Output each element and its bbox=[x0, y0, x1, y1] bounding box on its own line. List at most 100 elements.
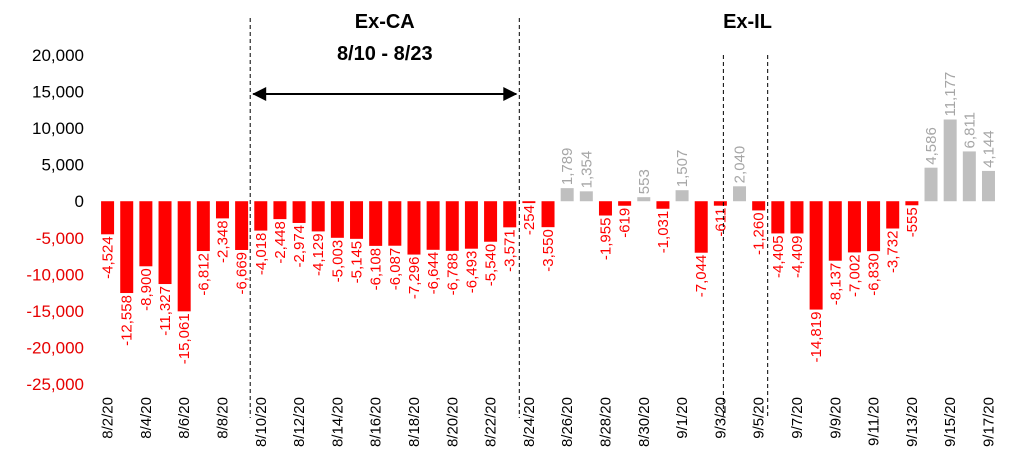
data-label: -6,644 bbox=[425, 252, 442, 295]
bar bbox=[350, 201, 364, 239]
data-label: -5,540 bbox=[483, 244, 500, 287]
x-tick-label: 8/22/20 bbox=[483, 397, 500, 447]
bar bbox=[847, 201, 861, 253]
bar bbox=[656, 201, 670, 209]
bar bbox=[522, 201, 536, 204]
annotation-ex-il-title: Ex-IL bbox=[723, 11, 772, 33]
bar bbox=[809, 201, 823, 310]
bar bbox=[981, 170, 995, 202]
data-label: -11,327 bbox=[157, 286, 174, 336]
bar bbox=[426, 201, 440, 250]
y-tick-label: 20,000 bbox=[32, 46, 84, 65]
bar bbox=[694, 201, 708, 253]
bar bbox=[311, 201, 325, 232]
x-tick-label: 9/5/20 bbox=[751, 397, 768, 439]
x-tick-label: 8/28/20 bbox=[597, 397, 614, 447]
annotations: Ex-CA 8/10 - 8/23 Ex-IL bbox=[249, 11, 772, 418]
bar bbox=[273, 201, 287, 220]
data-label: -4,129 bbox=[310, 233, 327, 276]
data-label: -2,448 bbox=[272, 221, 289, 264]
data-label: -4,405 bbox=[770, 235, 787, 278]
y-tick-label: 5,000 bbox=[41, 156, 84, 175]
data-label: 2,040 bbox=[732, 146, 749, 184]
bars bbox=[101, 119, 995, 312]
bar bbox=[254, 201, 268, 231]
data-label: -6,493 bbox=[463, 251, 480, 294]
data-label: 11,177 bbox=[942, 72, 959, 117]
y-tick-label: 15,000 bbox=[32, 83, 84, 102]
bar bbox=[771, 201, 785, 234]
bar bbox=[464, 201, 478, 249]
bar bbox=[713, 201, 727, 206]
bar bbox=[292, 201, 306, 223]
data-label: -6,830 bbox=[866, 253, 883, 296]
bar bbox=[388, 201, 402, 246]
x-tick-label: 9/11/20 bbox=[866, 397, 883, 446]
data-label: -3,732 bbox=[885, 231, 902, 274]
bar bbox=[369, 201, 383, 246]
y-tick-label: -25,000 bbox=[26, 375, 84, 394]
y-tick-label: -10,000 bbox=[26, 265, 84, 284]
x-tick-label: 8/2/20 bbox=[100, 397, 117, 439]
data-label: -15,061 bbox=[176, 313, 193, 364]
annotation-ex-ca-dates: 8/10 - 8/23 bbox=[337, 43, 433, 65]
bar bbox=[905, 201, 919, 206]
x-tick-label: 8/18/20 bbox=[406, 397, 423, 447]
data-label: 4,586 bbox=[923, 127, 940, 165]
bar bbox=[618, 201, 632, 206]
data-label: -7,044 bbox=[693, 255, 710, 298]
data-label: -8,900 bbox=[138, 268, 155, 311]
bar bbox=[790, 201, 804, 234]
bar bbox=[445, 201, 459, 251]
data-label: -1,955 bbox=[597, 218, 614, 261]
x-tick-label: 9/7/20 bbox=[789, 397, 806, 439]
data-label: -619 bbox=[617, 208, 634, 238]
x-tick-label: 8/10/20 bbox=[253, 397, 270, 447]
bar bbox=[235, 201, 249, 250]
x-tick-label: 8/16/20 bbox=[368, 397, 385, 447]
data-label: -3,571 bbox=[502, 229, 519, 272]
data-label: 1,354 bbox=[578, 151, 595, 189]
data-label: -5,003 bbox=[329, 240, 346, 283]
y-tick-label: 0 bbox=[75, 192, 84, 211]
y-tick-label: -20,000 bbox=[26, 338, 84, 357]
bar bbox=[503, 201, 517, 228]
y-tick-label: -15,000 bbox=[26, 302, 84, 321]
data-label: -14,819 bbox=[808, 312, 825, 363]
data-label: -1,260 bbox=[751, 212, 768, 255]
data-label: -254 bbox=[521, 205, 538, 235]
data-label: -555 bbox=[904, 207, 921, 237]
data-label: 1,507 bbox=[674, 150, 691, 188]
bar bbox=[330, 201, 344, 238]
data-label: -4,409 bbox=[789, 235, 806, 278]
x-tick-label: 8/14/20 bbox=[329, 397, 346, 447]
x-tick-label: 9/15/20 bbox=[942, 397, 959, 447]
y-tick-label: 10,000 bbox=[32, 119, 84, 138]
data-label: -8,137 bbox=[827, 263, 844, 306]
x-tick-label: 8/24/20 bbox=[521, 397, 538, 447]
data-label: -7,296 bbox=[406, 257, 423, 300]
bar bbox=[407, 201, 421, 255]
x-tick-label: 8/12/20 bbox=[291, 397, 308, 447]
x-tick-label: 8/20/20 bbox=[444, 397, 461, 447]
bar bbox=[139, 201, 153, 267]
data-label: -7,002 bbox=[846, 254, 863, 297]
x-tick-label: 8/30/20 bbox=[636, 397, 653, 447]
bar bbox=[828, 201, 842, 261]
data-label: -2,348 bbox=[214, 220, 231, 263]
data-label: -6,087 bbox=[387, 248, 404, 291]
x-tick-label: 9/1/20 bbox=[674, 397, 691, 439]
bar bbox=[101, 201, 115, 235]
bar bbox=[752, 201, 766, 211]
bar bbox=[196, 201, 210, 252]
bar bbox=[215, 201, 229, 219]
bar bbox=[177, 201, 191, 312]
bar bbox=[675, 190, 689, 202]
data-label: -6,788 bbox=[444, 253, 461, 296]
data-label: -611 bbox=[712, 208, 729, 237]
data-label: -2,974 bbox=[291, 225, 308, 268]
data-label: -5,145 bbox=[349, 241, 366, 284]
data-label: 553 bbox=[636, 169, 653, 194]
bar bbox=[560, 188, 574, 202]
